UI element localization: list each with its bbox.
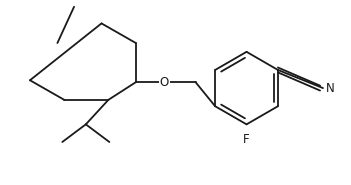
Text: O: O: [160, 76, 169, 89]
Text: F: F: [243, 133, 250, 146]
Text: N: N: [326, 82, 335, 95]
